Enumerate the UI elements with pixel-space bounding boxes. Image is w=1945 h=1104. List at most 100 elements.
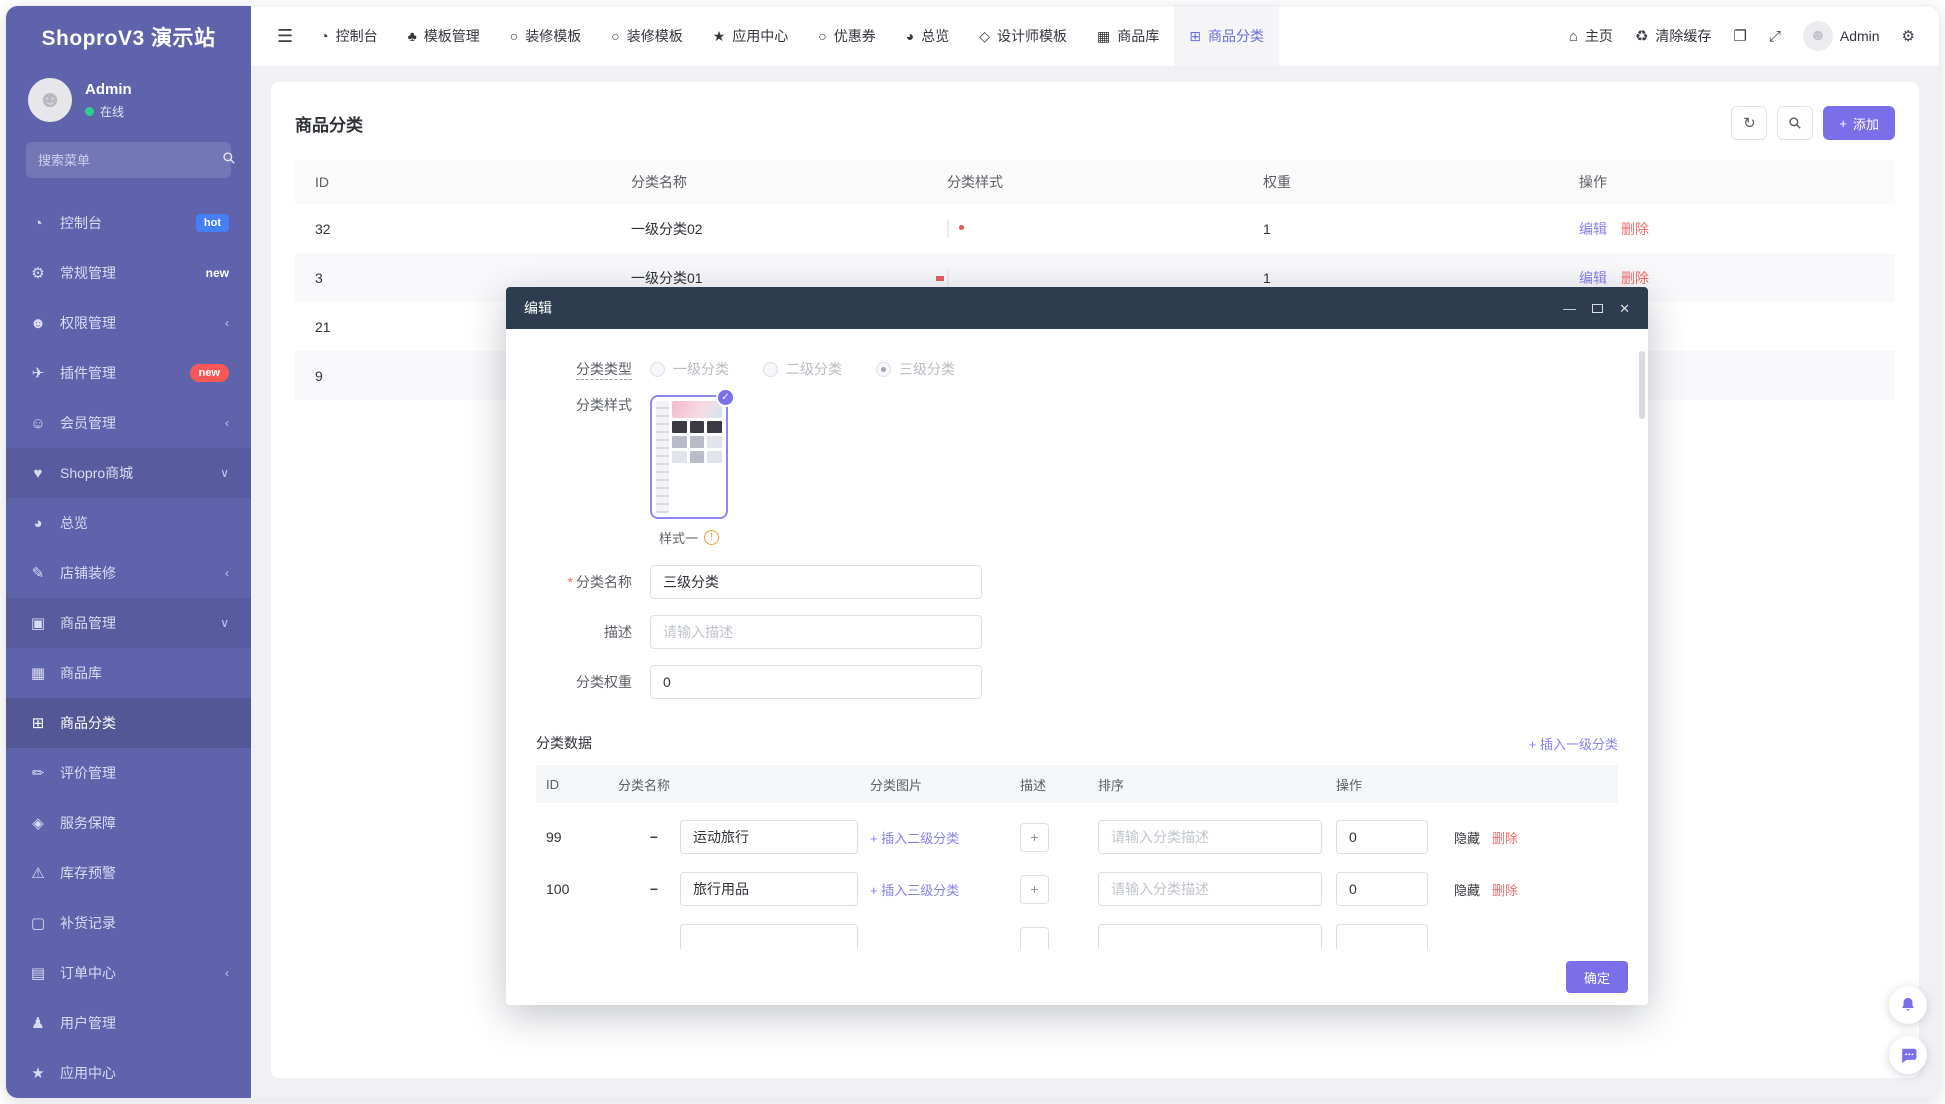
sidebar-item-stock-alert[interactable]: ⚠ 库存预警 (6, 848, 251, 898)
tab-decor-template-2[interactable]: ○ 装修模板 (611, 28, 683, 44)
inner-name-input[interactable] (680, 924, 858, 949)
inner-sort-input[interactable] (1336, 872, 1428, 906)
pie-icon: ◕ (33, 514, 43, 532)
info-icon[interactable]: ! (704, 530, 719, 545)
sidebar-item-goods-library[interactable]: ▦ 商品库 (6, 648, 251, 698)
category-style-thumbnail[interactable] (947, 268, 949, 287)
admin-menu[interactable]: ☻ Admin (1802, 21, 1880, 51)
description-input[interactable] (650, 615, 982, 649)
style-option-card[interactable]: ✓ (650, 388, 735, 519)
tab-overview[interactable]: ◕ 总览 (905, 28, 950, 44)
inner-sort-input[interactable] (1336, 820, 1428, 854)
sidebar-item-shopro-mall[interactable]: ♥ Shopro商城 ∨ (6, 448, 251, 498)
table-header-row: ID 分类名称 分类样式 权重 操作 (295, 160, 1895, 204)
hide-link[interactable]: 隐藏 (1454, 830, 1481, 846)
inner-sort-input[interactable] (1336, 924, 1428, 949)
insert-level1-link[interactable]: + 插入一级分类 (1528, 736, 1618, 752)
sidebar-item-user-mgmt[interactable]: ♟ 用户管理 (6, 998, 251, 1048)
inner-desc-input[interactable] (1098, 820, 1322, 854)
sidebar-item-order-center[interactable]: ▤ 订单中心 ‹ (6, 948, 251, 998)
hamburger-icon[interactable]: ☰ (277, 25, 294, 46)
notifications-fab[interactable] (1889, 986, 1927, 1024)
bag-icon: ▦ (30, 665, 46, 682)
sidebar-item-permissions[interactable]: ☻ 权限管理 ‹ (6, 298, 251, 348)
image-upload-button[interactable]: + (1020, 874, 1049, 904)
tag-icon: ◈ (32, 815, 44, 832)
image-upload-button[interactable] (1020, 926, 1049, 949)
radio-level-2[interactable]: 二级分类 (763, 359, 842, 379)
table-row: 32 一级分类02 1 编辑 删除 (295, 204, 1895, 253)
minimize-icon[interactable]: — (1563, 300, 1577, 316)
tab-console[interactable]: ◔ 控制台 (320, 28, 378, 44)
inner-name-input[interactable] (680, 820, 858, 854)
radio-level-3[interactable]: 三级分类 (876, 359, 955, 379)
add-button[interactable]: + 添加 (1823, 106, 1895, 140)
inner-desc-input[interactable] (1098, 924, 1322, 949)
fullscreen-icon[interactable]: ⤢ (1768, 27, 1781, 45)
sidebar-item-general[interactable]: ⚙ 常规管理 new (6, 248, 251, 298)
floating-buttons (1889, 986, 1927, 1074)
inner-desc-input[interactable] (1098, 872, 1322, 906)
close-icon[interactable]: ✕ (1619, 300, 1630, 316)
tab-template-mgmt[interactable]: ♣ 模板管理 (407, 28, 480, 44)
sidebar-item-plugins[interactable]: ✈ 插件管理 new (6, 348, 251, 398)
hide-link[interactable]: 隐藏 (1454, 882, 1481, 898)
user-name: Admin (85, 80, 132, 98)
terminal-icon[interactable]: ❐ (1733, 28, 1747, 45)
sidebar-item-service-guarantee[interactable]: ◈ 服务保障 (6, 798, 251, 848)
sidebar-item-console[interactable]: ◔ 控制台 hot (6, 198, 251, 248)
user-status: 在线 (100, 104, 125, 119)
search-button[interactable] (1777, 106, 1814, 140)
edit-link[interactable]: 编辑 (1579, 220, 1607, 237)
dialog-header[interactable]: 编辑 — ✕ (506, 287, 1648, 329)
sidebar-item-shop-decor[interactable]: ✎ 店铺装修 ‹ (6, 548, 251, 598)
tab-coupons[interactable]: ○ 优惠券 (818, 28, 876, 44)
tab-designer-template[interactable]: ◇ 设计师模板 (979, 27, 1068, 45)
delete-link[interactable]: 删除 (1492, 830, 1519, 846)
category-name-input[interactable] (650, 565, 982, 599)
insert-level3-link[interactable]: + 插入三级分类 (870, 882, 960, 898)
inner-name-input[interactable] (680, 872, 858, 906)
sidebar-item-goods-mgmt[interactable]: ▣ 商品管理 ∨ (6, 598, 251, 648)
clear-cache-button[interactable]: ♻ 清除缓存 (1634, 28, 1712, 45)
sidebar-item-reviews[interactable]: ✏ 评价管理 (6, 748, 251, 798)
sidebar-item-app-center[interactable]: ★ 应用中心 (6, 1048, 251, 1098)
tab-app-center[interactable]: ★ 应用中心 (712, 27, 789, 45)
weight-input[interactable] (650, 665, 982, 699)
confirm-button[interactable]: 确定 (1565, 961, 1628, 993)
settings-gear-icon[interactable]: ⚙ (1901, 28, 1915, 45)
mini-sidebar (656, 401, 669, 513)
insert-level2-link[interactable]: + 插入二级分类 (870, 830, 960, 846)
delete-link[interactable]: 删除 (1621, 269, 1649, 286)
sidebar-search-input[interactable] (38, 152, 214, 168)
home-button[interactable]: ⌂ 主页 (1568, 27, 1613, 45)
row-id: 100 (546, 881, 570, 897)
delete-link[interactable]: 删除 (1621, 220, 1649, 237)
sidebar-item-members[interactable]: ☺ 会员管理 ‹ (6, 398, 251, 448)
search-icon[interactable] (222, 151, 236, 170)
edit-link[interactable]: 编辑 (1579, 269, 1607, 286)
collapse-icon[interactable]: − (649, 881, 658, 897)
row-id: 3 (315, 269, 323, 286)
sidebar-item-overview[interactable]: ◕ 总览 (6, 498, 251, 548)
sidebar-item-goods-category[interactable]: ⊞ 商品分类 (6, 698, 251, 748)
plus-icon: + (1030, 881, 1039, 897)
delete-link[interactable]: 删除 (1492, 882, 1519, 898)
refresh-button[interactable]: ↻ (1731, 106, 1768, 140)
maximize-icon[interactable] (1592, 299, 1609, 313)
image-upload-button[interactable]: + (1020, 822, 1049, 852)
collapse-icon[interactable]: − (649, 829, 658, 845)
chat-fab[interactable] (1889, 1036, 1927, 1074)
member-icon: ☺ (30, 414, 46, 432)
heart-icon: ♥ (33, 464, 43, 482)
row-id: 99 (546, 829, 562, 845)
user-avatar[interactable]: ☻ (28, 78, 72, 122)
tab-decor-template-1[interactable]: ○ 装修模板 (509, 28, 582, 44)
tab-goods-category[interactable]: ⊞ 商品分类 (1174, 6, 1279, 66)
tab-goods-library[interactable]: ▦ 商品库 (1097, 27, 1160, 45)
sidebar-item-restock-records[interactable]: ▢ 补货记录 (6, 898, 251, 948)
category-style-thumbnail[interactable] (947, 219, 949, 238)
scrollbar-thumb[interactable] (1639, 351, 1645, 419)
radio-level-1[interactable]: 一级分类 (650, 359, 729, 379)
chevron-down-icon: ∨ (220, 466, 229, 480)
